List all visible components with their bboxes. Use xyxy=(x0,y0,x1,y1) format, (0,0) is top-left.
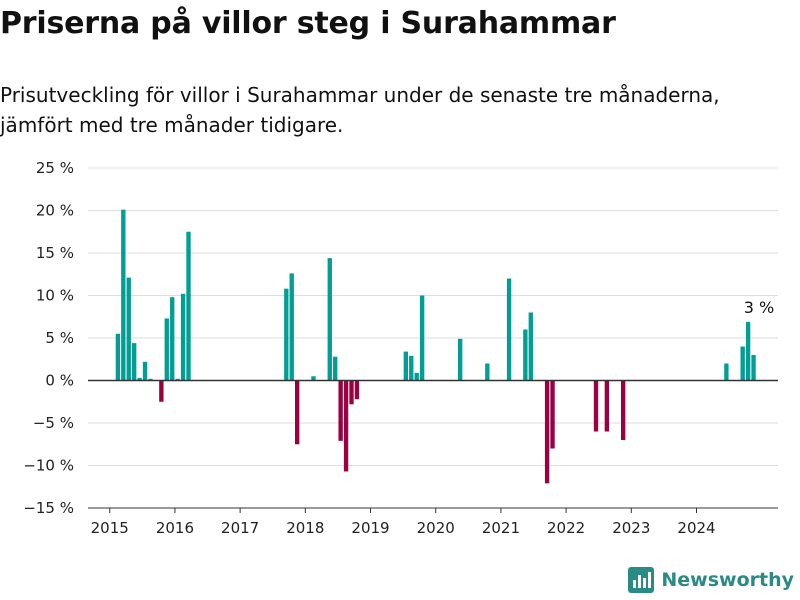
y-tick-label: 0 % xyxy=(45,372,74,390)
y-tick-label: −15 % xyxy=(23,499,74,517)
y-tick-label: −5 % xyxy=(33,414,74,432)
chart-subtitle: Prisutveckling för villor i Surahammar u… xyxy=(0,83,720,137)
bar-negative xyxy=(620,380,626,440)
bar-negative xyxy=(343,380,349,472)
y-axis-ticks: 25 % 20 % 15 % 10 % 5 % 0 % −5 % −10 % −15 % xyxy=(23,159,74,517)
bar-positive xyxy=(175,378,180,381)
bar-positive xyxy=(523,329,528,381)
bar-negative xyxy=(604,380,610,432)
newsworthy-logo-icon xyxy=(628,567,655,593)
y-tick-label: 25 % xyxy=(36,159,74,177)
bar-negative xyxy=(338,380,343,441)
bar-negative xyxy=(354,380,360,400)
bar-negative xyxy=(349,380,354,405)
y-tick-label: −10 % xyxy=(23,457,74,475)
x-tick-label: 2017 xyxy=(221,519,259,537)
bars xyxy=(115,209,756,484)
x-tick-label: 2022 xyxy=(547,519,585,537)
y-tick-label: 15 % xyxy=(36,244,74,262)
bar-positive xyxy=(409,355,414,381)
x-tick-label: 2020 xyxy=(417,519,455,537)
bar-positive xyxy=(132,343,137,381)
bar-positive xyxy=(137,377,142,381)
bar-positive xyxy=(180,293,186,381)
bar-positive xyxy=(327,258,332,381)
x-tick-label: 2016 xyxy=(156,519,194,537)
bar-positive xyxy=(126,277,131,381)
bar-negative xyxy=(550,380,555,449)
y-tick-label: 20 % xyxy=(36,202,74,220)
bar-positive xyxy=(333,356,338,381)
bar-positive xyxy=(148,378,153,381)
bar-positive xyxy=(164,318,169,381)
bar-positive xyxy=(284,288,289,381)
bar-positive xyxy=(745,321,751,381)
axes xyxy=(88,379,778,509)
x-tick-label: 2023 xyxy=(612,519,650,537)
bar-positive xyxy=(311,376,316,381)
bar-positive xyxy=(485,363,490,381)
bar-positive xyxy=(414,372,419,381)
bar-negative xyxy=(295,380,300,445)
x-tick-label: 2015 xyxy=(91,519,129,537)
bar-negative xyxy=(593,380,599,432)
bar-positive xyxy=(506,278,512,381)
newsworthy-brand: Newsworthy xyxy=(661,569,794,591)
annotation-label: 3 % xyxy=(744,298,774,317)
x-tick-label: 2018 xyxy=(286,519,324,537)
grid-lines xyxy=(88,167,778,509)
x-tick-label: 2024 xyxy=(677,519,715,537)
x-tick-label: 2021 xyxy=(482,519,520,537)
y-tick-label: 5 % xyxy=(45,329,74,347)
bar-positive xyxy=(186,231,191,381)
annotations: 3 % xyxy=(742,296,776,319)
bar-positive xyxy=(121,209,126,381)
bar-positive xyxy=(170,297,175,381)
chart-title: Priserna på villor steg i Surahammar xyxy=(0,6,616,41)
bar-positive xyxy=(528,312,533,381)
bar-negative xyxy=(544,380,550,484)
bar-positive xyxy=(403,351,409,381)
bar-positive xyxy=(115,333,121,381)
x-tick-label: 2019 xyxy=(351,519,389,537)
bar-negative xyxy=(159,380,164,402)
bar-positive xyxy=(142,361,148,381)
bar-positive xyxy=(289,273,294,381)
bar-positive xyxy=(724,363,729,381)
y-tick-label: 10 % xyxy=(36,287,74,305)
newsworthy-logo: Newsworthy xyxy=(627,566,794,594)
bar-positive xyxy=(751,355,756,381)
bar-positive xyxy=(740,346,745,381)
bar-positive xyxy=(457,338,463,381)
x-axis-ticks: 2015 2016 2017 2018 2019 2020 2021 2022 2023 2024 xyxy=(91,508,716,537)
bar-positive xyxy=(419,295,425,381)
